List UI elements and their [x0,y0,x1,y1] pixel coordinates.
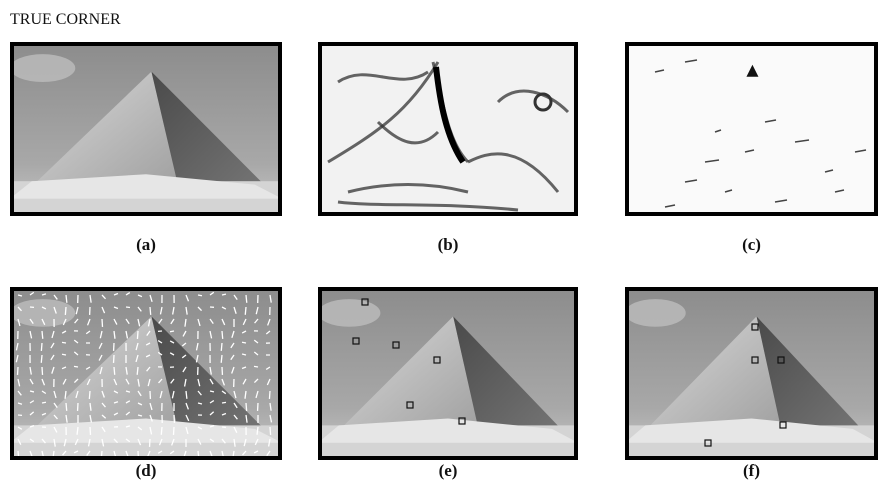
gradient-vector [170,331,174,332]
panel-image [10,287,282,460]
panel-image [625,42,878,216]
gradient-vector [222,294,226,295]
panel-label: (f) [743,461,760,480]
gradient-vector [114,367,115,375]
gradient-vector [62,354,66,355]
panel [318,287,578,460]
panel-label: (e) [439,461,458,480]
gradient-vector [137,331,138,339]
gradient-vector [246,403,247,411]
gradient-vector [18,295,22,296]
gradient-vector [102,319,103,327]
gradient-vector [66,295,67,303]
panel [625,287,878,460]
panel [10,287,282,460]
panel-image [625,287,878,460]
page: {"header": {"title": "TRUE CORNER"}, "pa… [0,0,880,498]
panel [318,42,578,216]
gradient-vector [210,391,214,392]
gradient-vector [254,366,258,367]
cloud [318,299,380,327]
gradient-vector [41,343,42,351]
panel-label: (c) [742,235,761,254]
gradient-vector [74,366,78,367]
panel-image [318,287,578,460]
gradient-vector [62,342,66,343]
gradient-vector [245,307,246,315]
gradient-vector [42,367,43,375]
gradient-vector [173,427,174,435]
panel-label: (b) [438,235,459,254]
panel-label: (a) [136,235,156,254]
gradient-vector [246,295,247,303]
gradient-vector [113,355,114,363]
gradient-vector [89,391,90,399]
gradient-vector [66,403,67,411]
gradient-vector [242,342,246,343]
panel-image [318,42,578,216]
panel-label: (d) [136,461,157,480]
cloud [10,54,75,82]
figure: TRUE CORNER (a) (b) (c) (d) (e) (f) [0,0,880,498]
gradient-vector [150,307,151,315]
panel-image [10,42,282,216]
gradient-vector [42,402,46,403]
gradient-vector [42,331,43,339]
gradient-vector [65,391,66,399]
figure-title: TRUE CORNER [10,11,121,28]
gradient-vector [221,343,222,351]
gradient-vector [126,307,130,308]
gradient-vector [137,367,138,375]
gradient-vector [65,307,66,315]
gradient-vector [186,391,187,399]
gradient-vector [269,391,270,399]
cloud [625,299,686,327]
gradient-vector [161,427,162,435]
gradient-vector [41,355,42,363]
gradient-vector [270,427,271,435]
panel [10,42,282,216]
gradient-vector [222,331,223,339]
gradient-vector [221,355,222,363]
gradient-vector [30,391,34,392]
panel [625,42,878,216]
gradient-vector [222,402,226,403]
gradient-vector [198,295,202,296]
